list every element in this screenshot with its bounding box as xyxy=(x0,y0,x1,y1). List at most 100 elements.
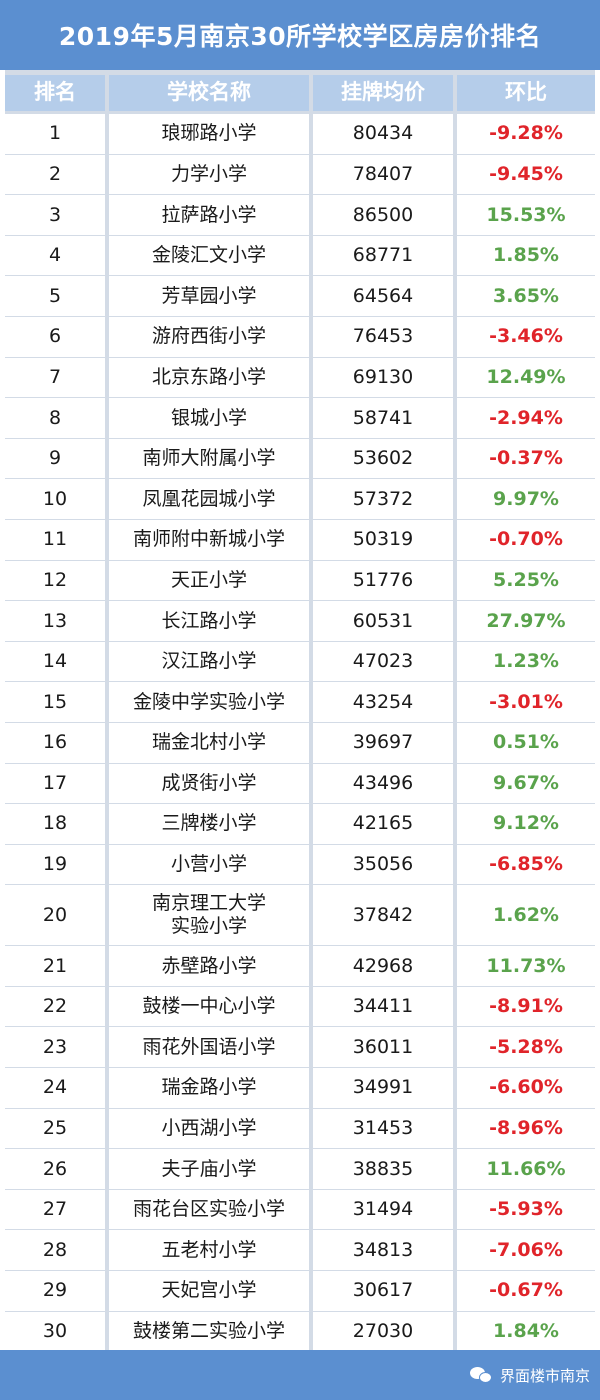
school-name-cell: 北京东路小学 xyxy=(109,357,309,399)
price-cell: 64564 xyxy=(313,276,453,317)
price-cell: 35056 xyxy=(313,844,453,886)
price-cell: 68771 xyxy=(313,235,453,277)
wechat-icon xyxy=(469,1365,494,1385)
change-cell: -9.45% xyxy=(457,154,595,196)
school-name-cell: 拉萨路小学 xyxy=(109,195,309,236)
change-cell: 1.62% xyxy=(457,885,595,947)
rank-cell: 8 xyxy=(5,398,105,439)
school-name-cell: 汉江路小学 xyxy=(109,641,309,683)
price-cell: 31453 xyxy=(313,1108,453,1150)
change-cell: -5.28% xyxy=(457,1027,595,1069)
table-row: 17 成贤街小学 43496 9.67% xyxy=(5,763,595,805)
change-cell: -3.01% xyxy=(457,682,595,723)
change-cell: 12.49% xyxy=(457,357,595,399)
price-cell: 36011 xyxy=(313,1027,453,1069)
price-cell: 58741 xyxy=(313,398,453,439)
rank-cell: 10 xyxy=(5,479,105,520)
table-row: 4 金陵汇文小学 68771 1.85% xyxy=(5,235,595,277)
price-cell: 69130 xyxy=(313,357,453,399)
brand-label: 界面楼市南京 xyxy=(499,1366,590,1385)
price-cell: 30617 xyxy=(313,1271,453,1312)
change-cell: -2.94% xyxy=(457,398,595,439)
school-name-cell: 南师大附属小学 xyxy=(109,438,309,480)
brand-watermark: 界面楼市南京 xyxy=(469,1360,590,1390)
change-cell: -5.93% xyxy=(457,1189,595,1231)
change-cell: 1.84% xyxy=(457,1311,595,1353)
table-row: 27 雨花台区实验小学 31494 -5.93% xyxy=(5,1189,595,1231)
table-row: 7 北京东路小学 69130 12.49% xyxy=(5,357,595,399)
school-name-cell: 小西湖小学 xyxy=(109,1108,309,1150)
price-cell: 86500 xyxy=(313,195,453,236)
price-cell: 42165 xyxy=(313,804,453,845)
price-cell: 43496 xyxy=(313,763,453,805)
table-row: 23 雨花外国语小学 36011 -5.28% xyxy=(5,1027,595,1069)
school-name-cell: 银城小学 xyxy=(109,398,309,439)
change-cell: -9.28% xyxy=(457,114,595,155)
table-row: 8 银城小学 58741 -2.94% xyxy=(5,398,595,439)
school-name-cell: 南师附中新城小学 xyxy=(109,519,309,561)
rank-cell: 3 xyxy=(5,195,105,236)
school-name-cell: 五老村小学 xyxy=(109,1230,309,1272)
change-cell: 5.25% xyxy=(457,560,595,602)
price-cell: 31494 xyxy=(313,1189,453,1231)
change-cell: -0.37% xyxy=(457,438,595,480)
school-name-cell: 琅琊路小学 xyxy=(109,114,309,155)
school-name-cell: 天正小学 xyxy=(109,560,309,602)
price-cell: 78407 xyxy=(313,154,453,196)
price-cell: 34411 xyxy=(313,986,453,1028)
table-row: 13 长江路小学 60531 27.97% xyxy=(5,601,595,642)
change-cell: -7.06% xyxy=(457,1230,595,1272)
rank-cell: 17 xyxy=(5,763,105,805)
price-cell: 60531 xyxy=(313,601,453,642)
table-row: 10 凤凰花园城小学 57372 9.97% xyxy=(5,479,595,520)
change-cell: 9.97% xyxy=(457,479,595,520)
table-row: 3 拉萨路小学 86500 15.53% xyxy=(5,195,595,236)
rank-cell: 27 xyxy=(5,1189,105,1231)
rank-cell: 25 xyxy=(5,1108,105,1150)
rank-cell: 24 xyxy=(5,1068,105,1109)
table-row: 6 游府西街小学 76453 -3.46% xyxy=(5,316,595,358)
table-header: 排名 学校名称 挂牌均价 环比 xyxy=(5,75,595,111)
table-row: 28 五老村小学 34813 -7.06% xyxy=(5,1230,595,1272)
school-name-cell: 夫子庙小学 xyxy=(109,1149,309,1190)
price-cell: 38835 xyxy=(313,1149,453,1190)
price-cell: 47023 xyxy=(313,641,453,683)
school-name-cell: 鼓楼一中心小学 xyxy=(109,986,309,1028)
price-cell: 27030 xyxy=(313,1311,453,1353)
school-name-cell: 金陵汇文小学 xyxy=(109,235,309,277)
change-cell: 15.53% xyxy=(457,195,595,236)
table-row: 22 鼓楼一中心小学 34411 -8.91% xyxy=(5,986,595,1028)
table-row: 9 南师大附属小学 53602 -0.37% xyxy=(5,438,595,480)
rank-cell: 18 xyxy=(5,804,105,845)
table-row: 20 南京理工大学 实验小学 37842 1.62% xyxy=(5,885,595,947)
price-cell: 39697 xyxy=(313,722,453,764)
page-title: 2019年5月南京30所学校学区房房价排名 xyxy=(0,0,600,70)
change-cell: 1.23% xyxy=(457,641,595,683)
price-cell: 43254 xyxy=(313,682,453,723)
change-cell: 9.67% xyxy=(457,763,595,805)
table-row: 15 金陵中学实验小学 43254 -3.01% xyxy=(5,682,595,723)
rank-cell: 20 xyxy=(5,885,105,947)
change-cell: -6.85% xyxy=(457,844,595,886)
school-name-cell: 三牌楼小学 xyxy=(109,804,309,845)
rank-cell: 13 xyxy=(5,601,105,642)
rank-cell: 5 xyxy=(5,276,105,317)
school-name-cell: 成贤街小学 xyxy=(109,763,309,805)
header-price: 挂牌均价 xyxy=(313,75,453,111)
rank-cell: 12 xyxy=(5,560,105,602)
table-row: 14 汉江路小学 47023 1.23% xyxy=(5,641,595,683)
change-cell: -0.67% xyxy=(457,1271,595,1312)
school-name-cell: 瑞金路小学 xyxy=(109,1068,309,1109)
price-cell: 42968 xyxy=(313,946,453,987)
school-name-cell: 力学小学 xyxy=(109,154,309,196)
rank-cell: 26 xyxy=(5,1149,105,1190)
change-cell: 3.65% xyxy=(457,276,595,317)
rank-cell: 21 xyxy=(5,946,105,987)
header-rank: 排名 xyxy=(5,75,105,111)
price-cell: 57372 xyxy=(313,479,453,520)
table-row: 21 赤壁路小学 42968 11.73% xyxy=(5,946,595,987)
rank-cell: 19 xyxy=(5,844,105,886)
rank-cell: 16 xyxy=(5,722,105,764)
price-cell: 34991 xyxy=(313,1068,453,1109)
table-row: 12 天正小学 51776 5.25% xyxy=(5,560,595,602)
